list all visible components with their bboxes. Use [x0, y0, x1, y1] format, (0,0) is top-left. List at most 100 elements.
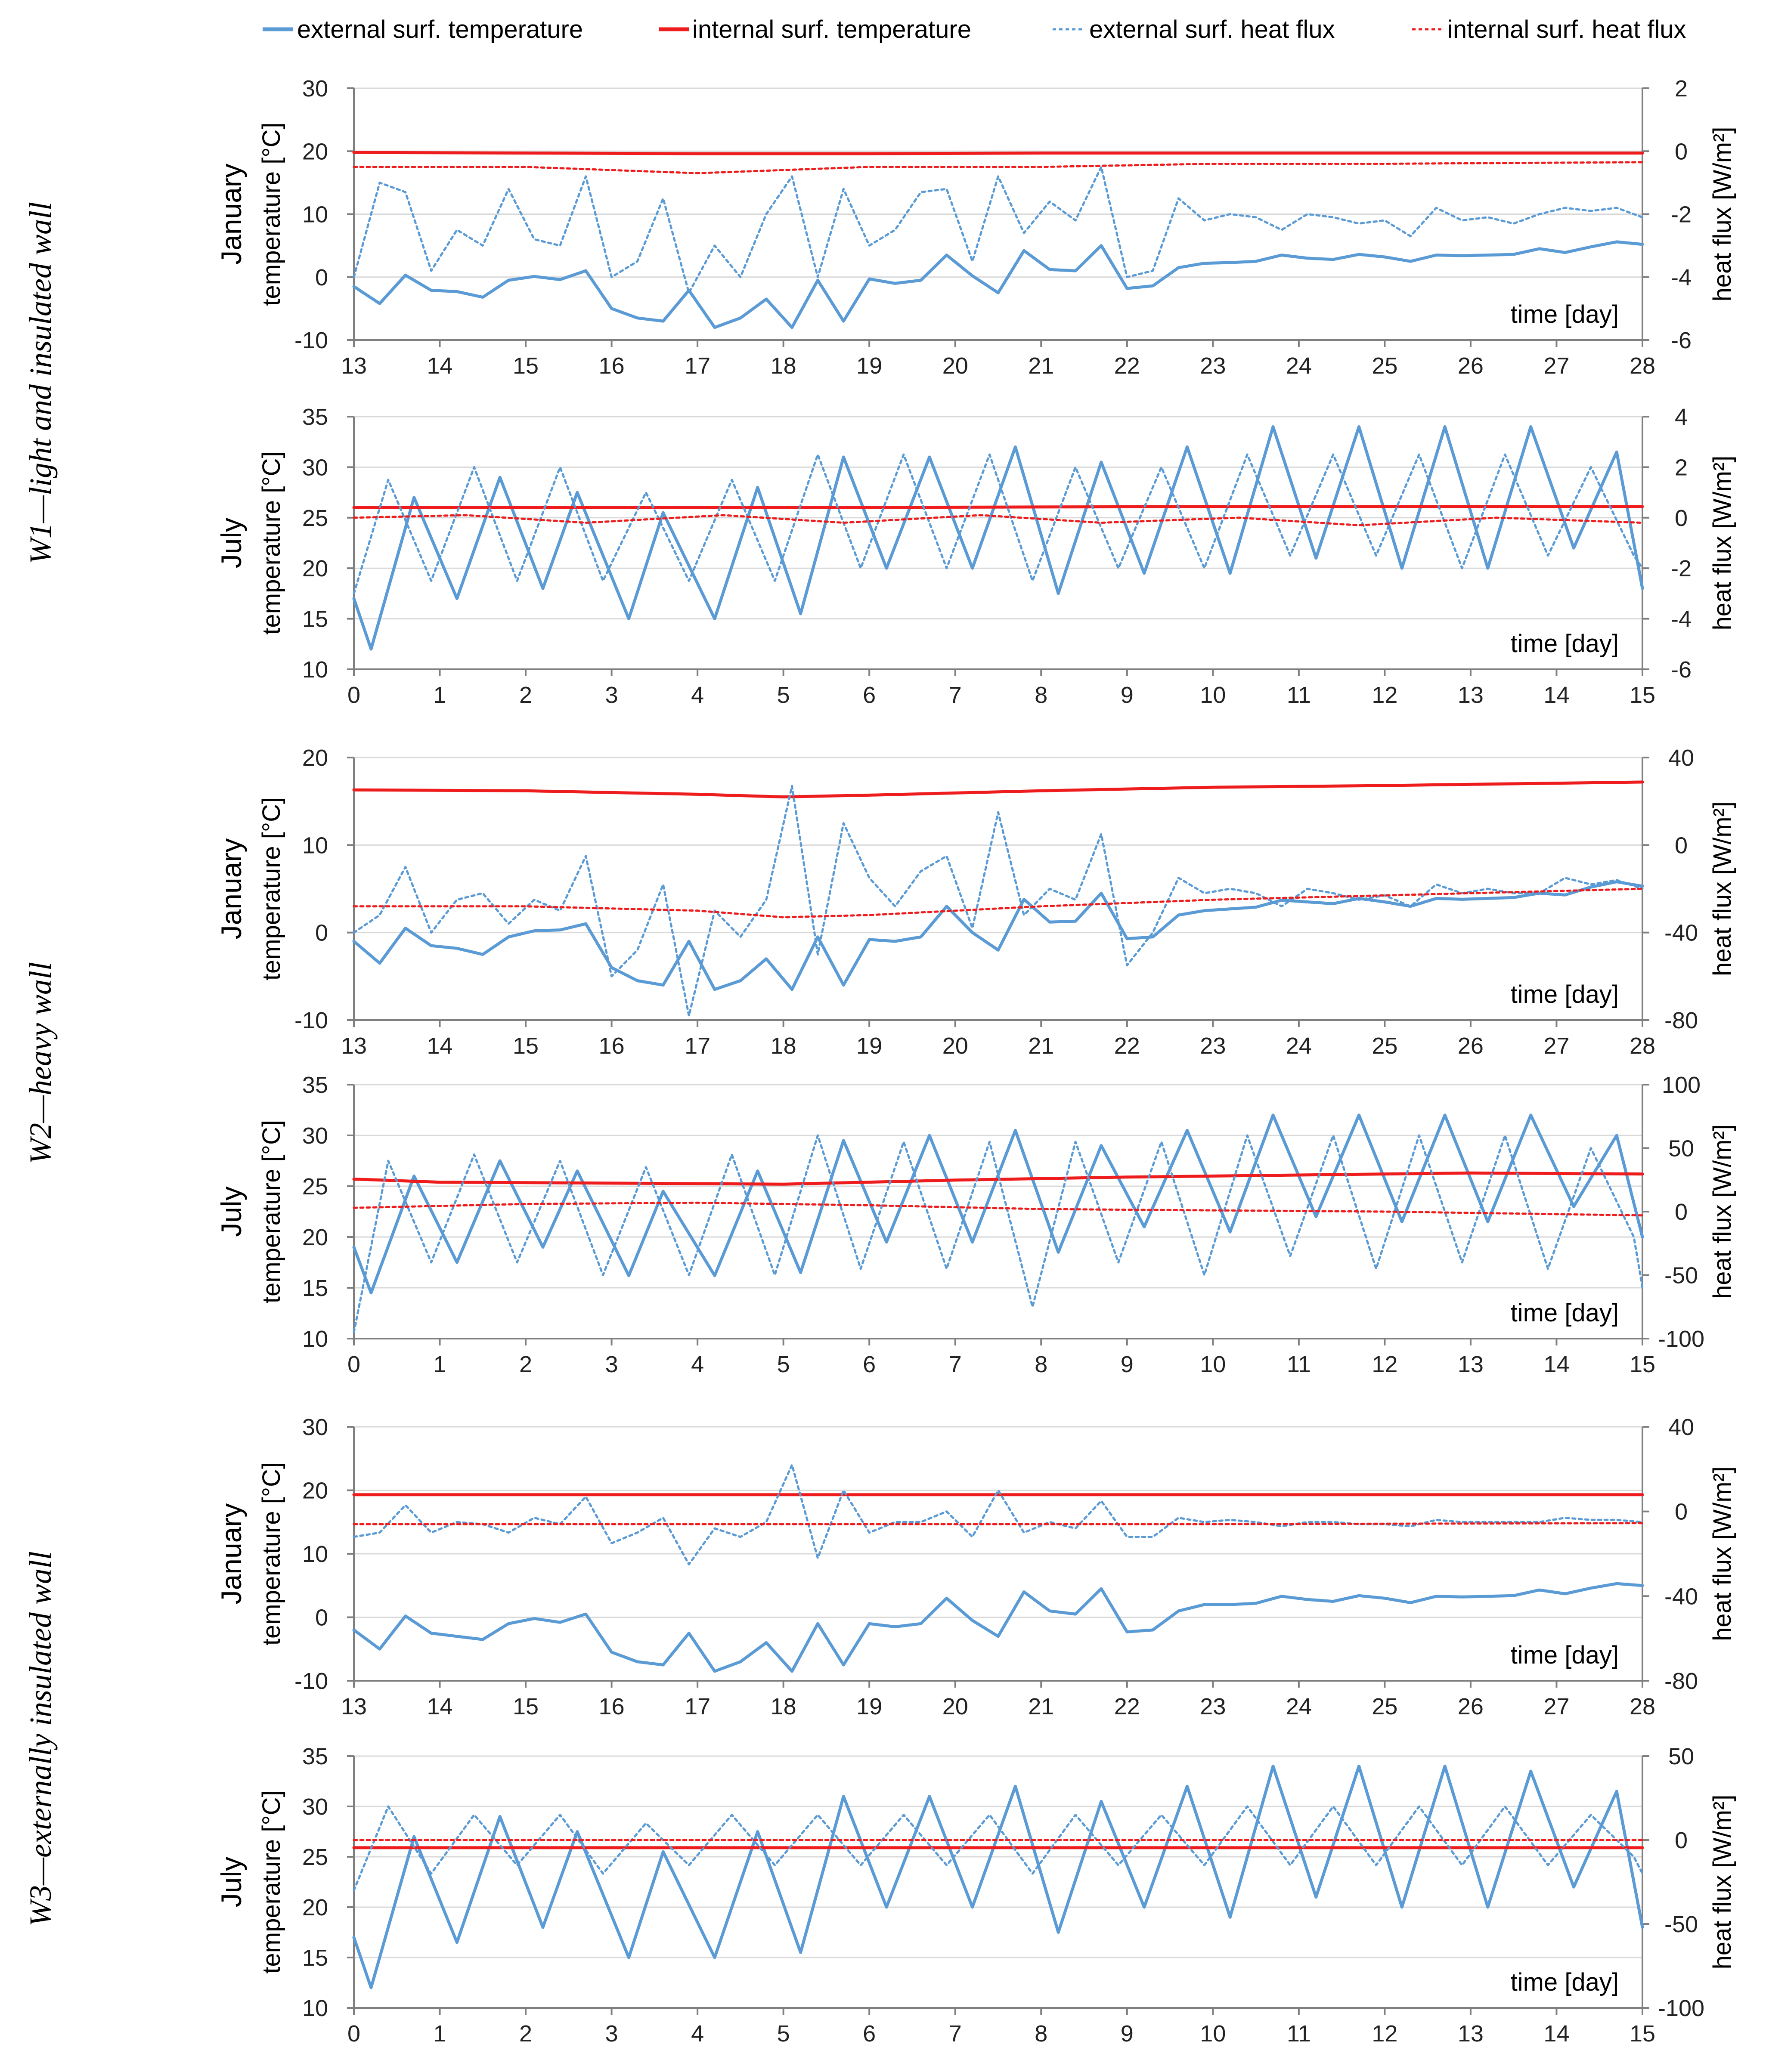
y-tick-label: -10: [294, 1008, 328, 1033]
x-tick-label: 26: [1458, 1694, 1484, 1719]
x-tick-label: 7: [949, 1351, 962, 1377]
y2-tick-label: 0: [1675, 139, 1688, 164]
wall-label-w3: W3—externally insulated wall: [23, 1551, 58, 1927]
y2-tick-label: -40: [1664, 1583, 1698, 1609]
y-tick-label: 0: [315, 1605, 328, 1631]
y-tick-label: 30: [302, 1794, 328, 1820]
y-tick-label: 20: [302, 745, 328, 771]
y-tick-label: 10: [302, 1326, 328, 1352]
x-tick-label: 13: [341, 353, 367, 379]
x-tick-label: 28: [1630, 353, 1655, 379]
y2-tick-label: 40: [1668, 745, 1694, 771]
x-tick-label: 5: [777, 1351, 790, 1377]
x-tick-label: 26: [1458, 353, 1484, 379]
x-tick-label: 13: [1458, 2021, 1484, 2047]
x-axis-label: time [day]: [1511, 1299, 1619, 1327]
x-axis-label: time [day]: [1511, 630, 1619, 658]
legend: external surf. temperature internal surf…: [263, 15, 1686, 43]
x-tick-label: 14: [1543, 2021, 1569, 2047]
internal-heat-flux-line: [353, 161, 1644, 174]
x-tick-label: 19: [856, 353, 882, 379]
y-tick-label: 20: [302, 1478, 328, 1504]
panel-w1-january: 13 14 15 16 17 18 19 20 21 22 23 24 25 26 27 28-1001020…: [215, 76, 1736, 379]
y2-tick-label: 0: [1675, 1828, 1688, 1853]
y-tick-label: -10: [294, 328, 328, 353]
x-axis-label: time [day]: [1511, 1968, 1619, 1996]
y-axis-label: temperature [°C]: [257, 122, 285, 306]
external-heat-flux-line: [353, 1464, 1644, 1566]
external-temperature-line: [352, 1113, 1644, 1295]
x-tick-label: 25: [1372, 353, 1397, 379]
x-tick-label: 25: [1372, 1694, 1397, 1719]
x-tick-label: 22: [1114, 1033, 1140, 1059]
external-heat-flux-line: [353, 1134, 1644, 1333]
y-tick-label: 15: [302, 606, 328, 632]
y2-axis-label: heat flux [W/m²]: [1708, 1124, 1736, 1299]
panel-w3-july: 0 1 2 3 4 5 6 7 8 9 10 11 12 13 14 15101520253035-100-5…: [215, 1744, 1736, 2047]
x-tick-label: 11: [1287, 682, 1311, 708]
y2-tick-label: -2: [1671, 202, 1692, 228]
x-tick-label: 0: [347, 1351, 360, 1377]
x-tick-label: 17: [685, 353, 710, 379]
legend-label-external-temperature: external surf. temperature: [297, 15, 583, 43]
y-tick-label: 15: [302, 1945, 328, 1971]
x-tick-label: 1: [434, 1351, 446, 1377]
x-tick-label: 10: [1200, 2021, 1226, 2047]
x-tick-label: 28: [1630, 1694, 1655, 1719]
legend-label-internal-temperature: internal surf. temperature: [692, 15, 971, 43]
y2-tick-label: 100: [1662, 1072, 1701, 1098]
y-axis-label: temperature [°C]: [257, 451, 285, 634]
month-label: July: [215, 1857, 247, 1907]
y2-tick-label: -6: [1671, 657, 1692, 683]
x-tick-label: 0: [347, 2021, 360, 2047]
external-temperature-line: [352, 240, 1644, 329]
x-tick-label: 4: [691, 682, 704, 708]
x-tick-label: 24: [1286, 1033, 1312, 1059]
y-tick-label: 20: [302, 556, 328, 581]
x-tick-label: 13: [1458, 1351, 1484, 1377]
x-tick-label: 18: [771, 1694, 796, 1719]
y2-tick-label: 50: [1668, 1136, 1694, 1162]
external-temperature-line: [352, 1582, 1644, 1673]
y2-tick-label: 0: [1675, 1199, 1688, 1225]
x-tick-label: 15: [1630, 1351, 1655, 1377]
y2-tick-label: 0: [1675, 505, 1688, 531]
y-tick-label: 25: [302, 1844, 328, 1870]
y2-tick-label: 0: [1675, 1499, 1688, 1525]
x-tick-label: 15: [1630, 2021, 1655, 2047]
x-tick-label: 18: [771, 353, 796, 379]
x-tick-label: 9: [1121, 2021, 1134, 2047]
x-tick-label: 19: [856, 1033, 882, 1059]
wall-label-w2: W2—heavy wall: [23, 962, 58, 1164]
y-tick-label: 30: [302, 1414, 328, 1440]
panel-w2-january: 13 14 15 16 17 18 19 20 21 22 23 24 25 26 27 28 -10 0 10 20…: [215, 745, 1736, 1059]
x-axis-label: time [day]: [1511, 1641, 1619, 1669]
panel-w2-july: 0 1 2 3 4 5 6 7 8 9 10 11 12 13 14 15101520253035-100-5…: [215, 1072, 1736, 1377]
x-tick-label: 12: [1372, 682, 1397, 708]
wall-labels: W1—light and insulated wall W2—heavy wal…: [23, 202, 58, 1927]
x-tick-label: 23: [1200, 1694, 1226, 1719]
y2-axis-label: heat flux [W/m²]: [1708, 1794, 1736, 1969]
x-tick-label: 8: [1035, 2021, 1047, 2047]
x-tick-label: 16: [599, 1033, 625, 1059]
x-tick-label: 15: [513, 353, 539, 379]
x-tick-label: 20: [942, 1033, 968, 1059]
x-tick-label: 14: [427, 1694, 452, 1719]
y2-tick-label: 4: [1675, 404, 1688, 430]
x-tick-label: 21: [1028, 353, 1054, 379]
x-tick-label: 10: [1200, 682, 1226, 708]
x-tick-label: 1: [434, 2021, 446, 2047]
y-tick-label: 20: [302, 1225, 328, 1250]
x-tick-label: 11: [1287, 2021, 1311, 2047]
month-label: January: [215, 1503, 247, 1605]
external-heat-flux-line: [353, 785, 1644, 1017]
y-tick-label: -10: [294, 1668, 328, 1694]
y2-axis-label: heat flux [W/m²]: [1708, 801, 1736, 976]
y-tick-label: 10: [302, 832, 328, 858]
x-tick-label: 17: [685, 1033, 710, 1059]
x-tick-label: 1: [434, 682, 446, 708]
y-tick-label: 10: [302, 657, 328, 683]
y2-tick-label: -40: [1664, 920, 1698, 946]
y2-tick-label: -100: [1658, 1326, 1704, 1352]
y-tick-label: 10: [302, 1541, 328, 1567]
